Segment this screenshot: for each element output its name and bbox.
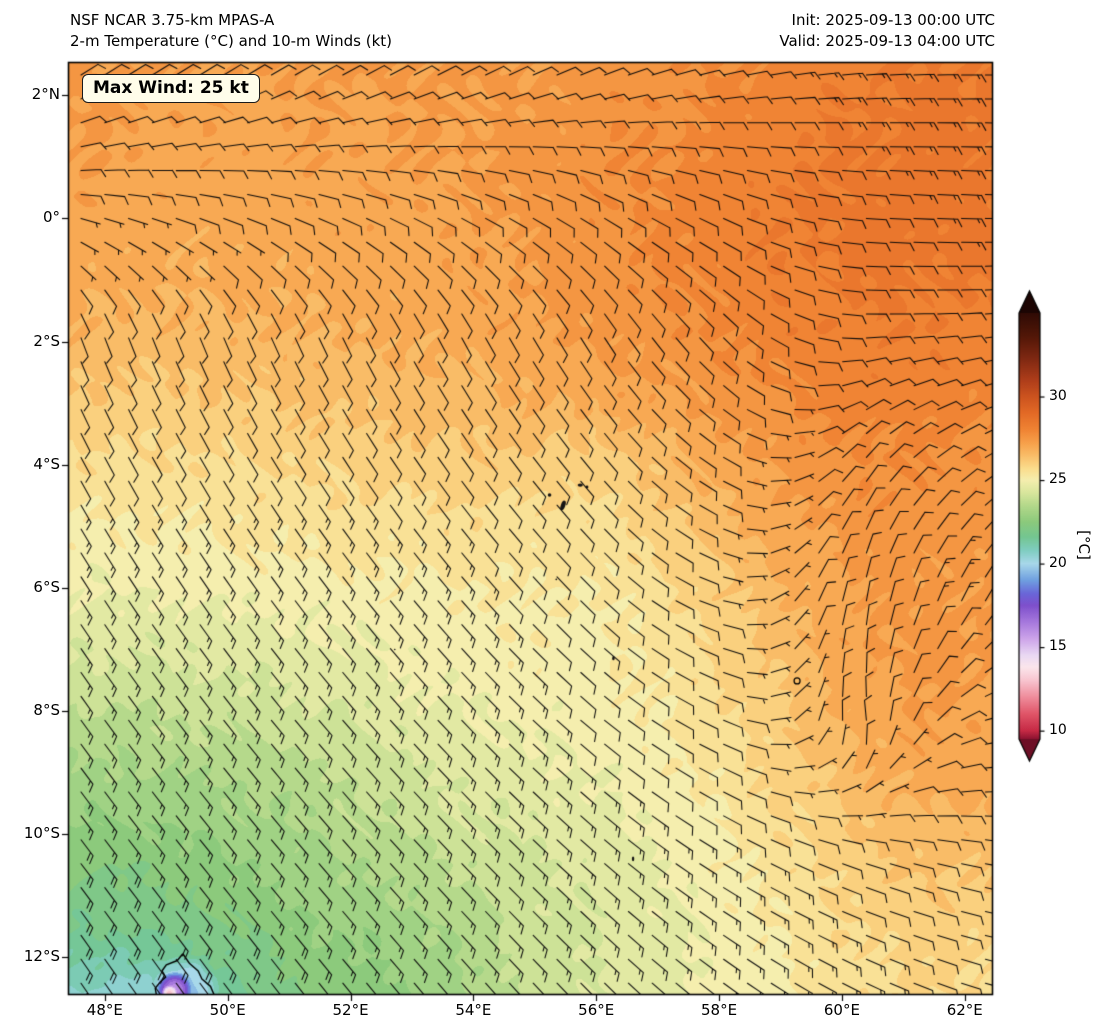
- y-tick-label: 10°S: [23, 824, 60, 843]
- max-wind-badge: Max Wind: 25 kt: [82, 74, 260, 103]
- y-tick-label: 0°: [42, 208, 60, 227]
- init-time-label: Init: 2025-09-13 00:00 UTC: [791, 11, 995, 29]
- colorbar-tick-label: 20: [1049, 554, 1067, 571]
- x-tick-label: 60°E: [823, 1001, 860, 1019]
- x-tick-label: 54°E: [455, 1001, 492, 1019]
- colorbar-unit-label: [°C]: [1075, 530, 1093, 560]
- x-tick-label: 52°E: [332, 1001, 369, 1019]
- model-title: NSF NCAR 3.75-km MPAS-A: [70, 11, 275, 29]
- y-tick-label: 8°S: [33, 701, 60, 720]
- x-tick-label: 48°E: [86, 1001, 123, 1019]
- x-tick-label: 56°E: [578, 1001, 615, 1019]
- x-tick-label: 50°E: [209, 1001, 246, 1019]
- y-tick-label: 2°N: [31, 85, 60, 104]
- y-tick-label: 4°S: [33, 454, 60, 473]
- plot-variable-title: 2-m Temperature (°C) and 10-m Winds (kt): [70, 32, 392, 50]
- colorbar-tick-label: 25: [1049, 471, 1067, 488]
- y-tick-label: 2°S: [33, 331, 60, 350]
- colorbar-tick-label: 30: [1049, 387, 1067, 404]
- y-tick-label: 6°S: [33, 577, 60, 596]
- colorbar-tick-label: 10: [1049, 721, 1067, 738]
- valid-time-label: Valid: 2025-09-13 04:00 UTC: [779, 32, 995, 50]
- y-tick-label: 12°S: [23, 947, 60, 966]
- x-tick-label: 58°E: [701, 1001, 738, 1019]
- colorbar-tick-label: 15: [1049, 638, 1067, 655]
- x-tick-label: 62°E: [946, 1001, 983, 1019]
